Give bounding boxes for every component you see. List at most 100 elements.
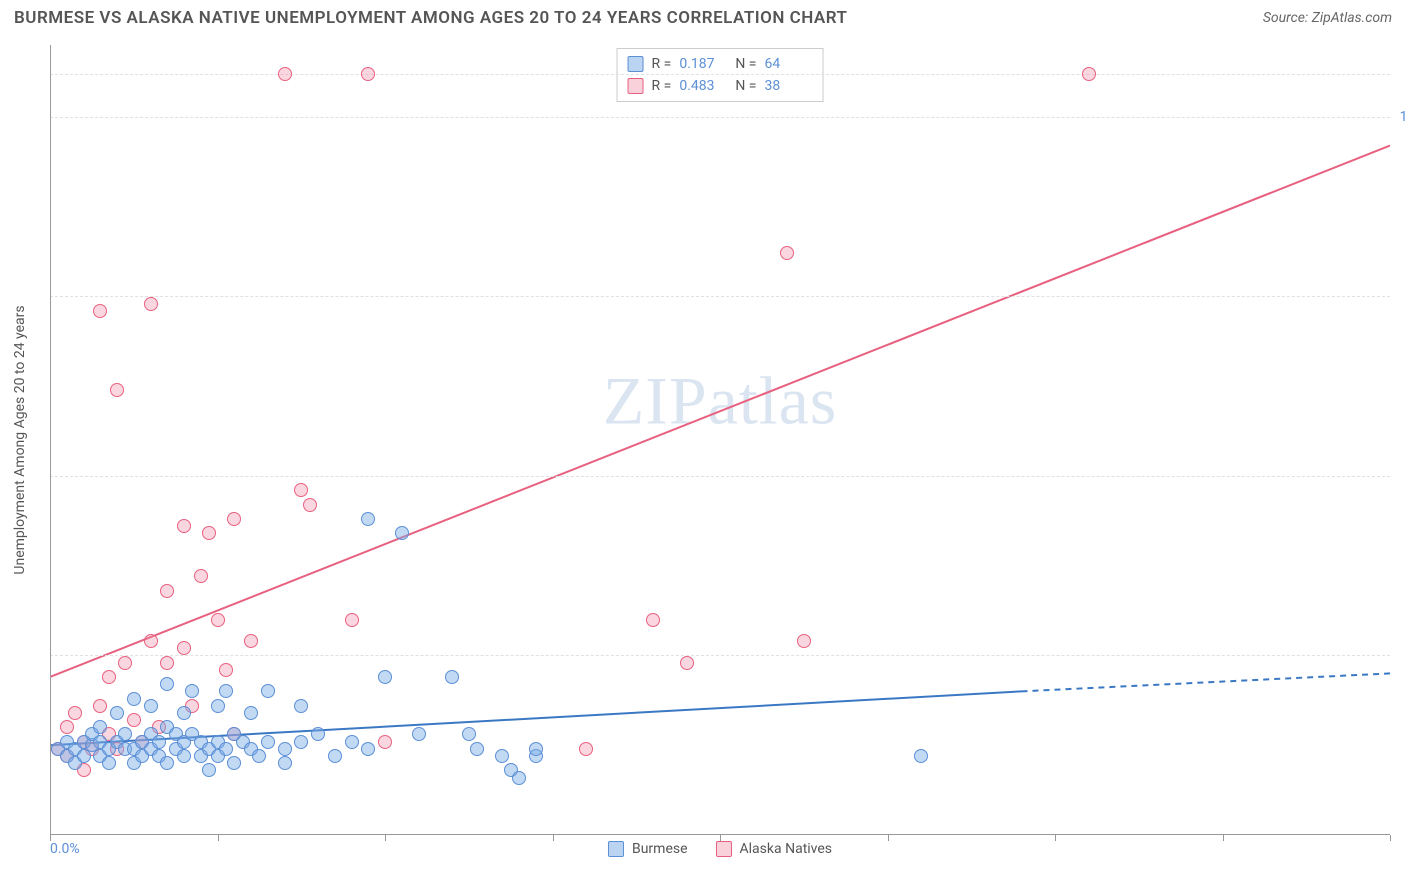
data-point-blue (470, 742, 484, 756)
data-point-blue (102, 756, 116, 770)
data-point-pink (110, 383, 124, 397)
data-point-pink (194, 569, 208, 583)
data-point-pink (303, 498, 317, 512)
grid-line-h (50, 296, 1390, 297)
data-point-blue (294, 699, 308, 713)
plot-area: ZIPatlas R = 0.187 N = 64 R = 0.483 N = … (50, 45, 1390, 835)
stats-row-pink: R = 0.483 N = 38 (628, 75, 813, 97)
x-tick (720, 835, 721, 841)
data-point-blue (177, 706, 191, 720)
stats-r-label: R = (652, 53, 672, 75)
data-point-pink (278, 67, 292, 81)
data-point-blue (219, 742, 233, 756)
stats-r-label: R = (652, 75, 672, 97)
y-axis (50, 45, 51, 835)
watermark: ZIPatlas (603, 361, 838, 440)
x-tick (218, 835, 219, 841)
data-point-blue (160, 677, 174, 691)
data-point-pink (646, 613, 660, 627)
data-point-pink (144, 634, 158, 648)
data-point-blue (110, 706, 124, 720)
data-point-blue (361, 742, 375, 756)
data-point-pink (219, 663, 233, 677)
data-point-blue (512, 771, 526, 785)
data-point-blue (202, 763, 216, 777)
data-point-pink (345, 613, 359, 627)
data-point-blue (412, 727, 426, 741)
data-point-blue (93, 720, 107, 734)
legend-swatch-pink-icon (716, 841, 732, 857)
chart-source: Source: ZipAtlas.com (1263, 10, 1392, 26)
stats-row-blue: R = 0.187 N = 64 (628, 53, 813, 75)
legend-label-pink: Alaska Natives (740, 841, 833, 857)
x-tick (385, 835, 386, 841)
y-axis-label: Unemployment Among Ages 20 to 24 years (12, 305, 28, 574)
data-point-blue (211, 699, 225, 713)
stats-box: R = 0.187 N = 64 R = 0.483 N = 38 (617, 48, 824, 102)
data-point-blue (361, 512, 375, 526)
data-point-blue (914, 749, 928, 763)
data-point-blue (462, 727, 476, 741)
bottom-legend: Burmese Alaska Natives (608, 841, 832, 857)
data-point-pink (680, 656, 694, 670)
x-tick (553, 835, 554, 841)
data-point-pink (127, 713, 141, 727)
data-point-blue (278, 756, 292, 770)
data-point-pink (102, 670, 116, 684)
stats-n-label: N = (735, 75, 756, 97)
chart-container: Unemployment Among Ages 20 to 24 years Z… (50, 45, 1390, 835)
data-point-blue (529, 742, 543, 756)
data-point-blue (395, 526, 409, 540)
data-point-blue (495, 749, 509, 763)
data-point-blue (127, 692, 141, 706)
data-point-blue (160, 756, 174, 770)
data-point-pink (780, 246, 794, 260)
data-point-pink (244, 634, 258, 648)
data-point-pink (160, 656, 174, 670)
stats-r-value-blue: 0.187 (679, 53, 727, 75)
legend-swatch-blue-icon (608, 841, 624, 857)
data-point-blue (294, 735, 308, 749)
chart-header: BURMESE VS ALASKA NATIVE UNEMPLOYMENT AM… (0, 0, 1406, 34)
data-point-pink (118, 656, 132, 670)
data-point-pink (579, 742, 593, 756)
data-point-blue (328, 749, 342, 763)
data-point-blue (378, 670, 392, 684)
data-point-pink (797, 634, 811, 648)
legend-item-blue: Burmese (608, 841, 688, 857)
swatch-pink-icon (628, 78, 644, 94)
data-point-blue (261, 735, 275, 749)
chart-title: BURMESE VS ALASKA NATIVE UNEMPLOYMENT AM… (14, 8, 848, 28)
data-point-blue (244, 706, 258, 720)
data-point-blue (152, 735, 166, 749)
watermark-text: ZIPatlas (603, 362, 838, 438)
x-tick (1055, 835, 1056, 841)
data-point-blue (219, 684, 233, 698)
legend-label-blue: Burmese (632, 841, 688, 857)
data-point-blue (345, 735, 359, 749)
x-tick (888, 835, 889, 841)
data-point-pink (177, 641, 191, 655)
stats-n-label: N = (735, 53, 756, 75)
grid-line-h (50, 476, 1390, 477)
data-point-blue (118, 727, 132, 741)
data-point-pink (68, 706, 82, 720)
data-point-blue (185, 684, 199, 698)
data-point-pink (160, 584, 174, 598)
data-point-blue (445, 670, 459, 684)
data-point-pink (202, 526, 216, 540)
grid-line-h (50, 117, 1390, 118)
data-point-blue (227, 756, 241, 770)
data-point-blue (177, 749, 191, 763)
data-point-pink (93, 304, 107, 318)
swatch-blue-icon (628, 56, 644, 72)
x-tick (1223, 835, 1224, 841)
data-point-pink (378, 735, 392, 749)
data-point-blue (311, 727, 325, 741)
source-prefix: Source: (1263, 10, 1312, 26)
data-point-pink (227, 512, 241, 526)
grid-line-h (50, 655, 1390, 656)
stats-n-value-pink: 38 (764, 75, 812, 97)
source-name: ZipAtlas.com (1312, 10, 1392, 26)
data-point-blue (144, 699, 158, 713)
